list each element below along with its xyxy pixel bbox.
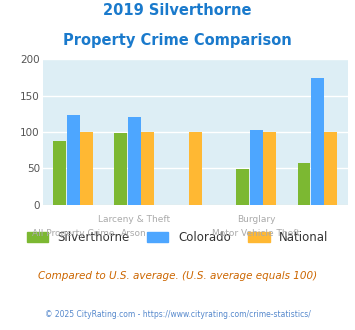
Text: Property Crime Comparison: Property Crime Comparison (63, 33, 292, 48)
Bar (141, 132, 154, 205)
Bar (263, 132, 276, 205)
Bar (311, 78, 324, 205)
Bar (189, 132, 202, 205)
Bar (297, 163, 310, 205)
Bar (236, 169, 249, 205)
Bar (128, 117, 141, 205)
Text: 2019 Silverthorne: 2019 Silverthorne (103, 3, 252, 18)
Bar (250, 130, 263, 205)
Text: Motor Vehicle Theft: Motor Vehicle Theft (212, 229, 300, 238)
Text: Burglary: Burglary (237, 214, 275, 223)
Legend: Silverthorne, Colorado, National: Silverthorne, Colorado, National (27, 231, 328, 244)
Text: All Property Crime: All Property Crime (32, 229, 114, 238)
Bar (324, 132, 337, 205)
Bar (80, 132, 93, 205)
Text: Larceny & Theft: Larceny & Theft (98, 214, 170, 223)
Text: © 2025 CityRating.com - https://www.cityrating.com/crime-statistics/: © 2025 CityRating.com - https://www.city… (45, 310, 310, 319)
Bar (67, 115, 80, 205)
Text: Compared to U.S. average. (U.S. average equals 100): Compared to U.S. average. (U.S. average … (38, 271, 317, 280)
Bar (114, 133, 127, 205)
Bar (53, 142, 66, 205)
Text: Arson: Arson (121, 229, 147, 238)
